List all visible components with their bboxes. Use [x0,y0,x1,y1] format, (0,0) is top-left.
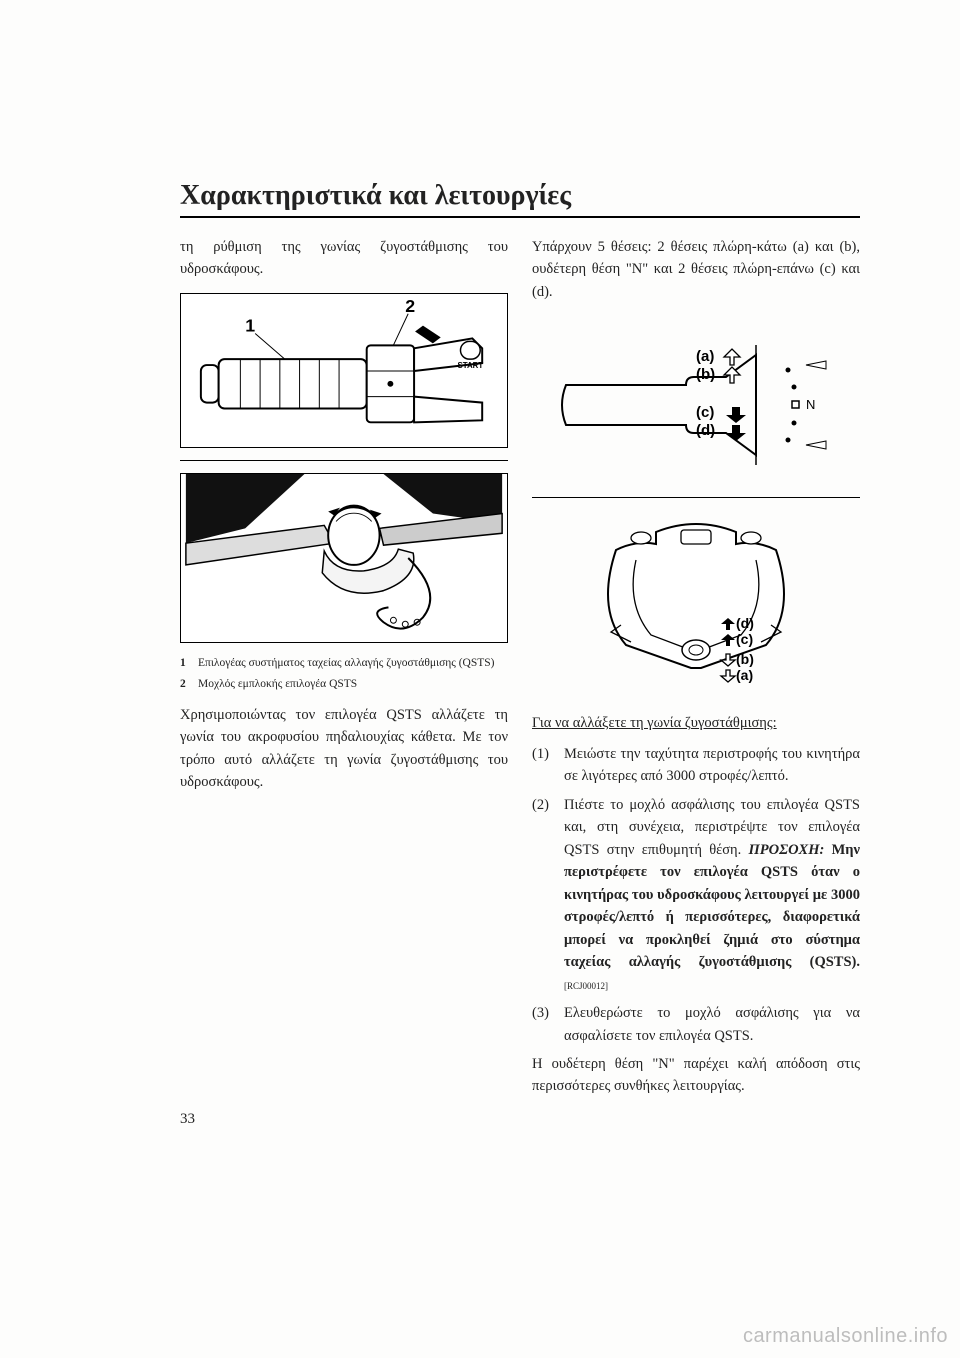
page-number: 33 [180,1111,195,1128]
two-column-layout: τη ρύθμιση της γωνίας ζυγοστάθμισης του … [180,236,860,1106]
page-title: Χαρακτηριστικά και λειτουργίες [180,180,860,218]
caption-2-num: 2 [180,676,192,694]
diagram2-c: (c) [736,631,753,647]
caption-1-num: 1 [180,655,192,673]
left-para-2: Χρησιμοποιώντας τον επιλογέα QSTS αλλάζε… [180,704,508,794]
left-column: τη ρύθμιση της γωνίας ζυγοστάθμισης του … [180,236,508,1106]
diagram1-c: (c) [696,404,714,421]
step-2-marker: (2) [532,794,556,996]
diagram2-a: (a) [736,667,753,683]
step-1-marker: (1) [532,743,556,788]
diagram2-b: (b) [736,651,754,667]
start-label: START [458,361,484,370]
figure-nozzle-side: N (a) (b) (c) (d) [532,315,860,485]
step-1-text: Μειώστε την ταχύτητα περιστροφής του κιν… [564,743,860,788]
figure-watercraft-rear: (d) (c) (b) (a) [532,510,860,700]
diagram2-d: (d) [736,615,754,631]
fig1-label-1: 1 [245,315,255,335]
watermark: carmanualsonline.info [743,1325,948,1348]
diagram1-b: (b) [696,366,715,383]
diagram1-n: N [806,397,815,412]
step-2-text: Πιέστε το μοχλό ασφάλισης του επιλογέα Q… [564,794,860,996]
diagram1-a: (a) [696,348,714,365]
caption-1-text: Επιλογέας συστήματος ταχείας αλλαγής ζυγ… [198,655,495,673]
figure-divider-left [180,460,508,461]
figure-captions: 1 Επιλογέας συστήματος ταχείας αλλαγής ζ… [180,655,508,694]
figure-divider-right [532,497,860,498]
left-intro-text: τη ρύθμιση της γωνίας ζυγοστάθμισης του … [180,236,508,281]
figure-grip-top: START 1 2 [180,293,508,448]
figure-grip-hand [180,473,508,643]
step-3-text: Ελευθερώστε το μοχλό ασφάλισης για να ασ… [564,1002,860,1047]
closing-text: Η ουδέτερη θέση "N" παρέχει καλή απόδοση… [532,1053,860,1098]
procedure-list: (1) Μειώστε την ταχύτητα περιστροφής του… [532,743,860,1047]
right-column: Υπάρχουν 5 θέσεις: 2 θέσεις πλώρη-κάτω (… [532,236,860,1106]
diagram1-d: (d) [696,422,715,439]
fig1-label-2: 2 [405,296,415,316]
caption-2-text: Μοχλός εμπλοκής επιλογέα QSTS [198,676,357,694]
procedure-title: Για να αλλάξετε τη γωνία ζυγοστάθμισης: [532,712,860,734]
right-intro-text: Υπάρχουν 5 θέσεις: 2 θέσεις πλώρη-κάτω (… [532,236,860,303]
step-3-marker: (3) [532,1002,556,1047]
